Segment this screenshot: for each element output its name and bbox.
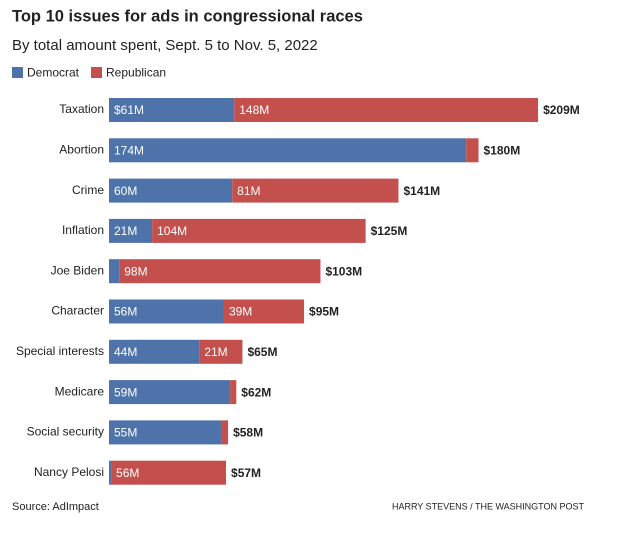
bar-segment <box>234 98 539 122</box>
bar-segment <box>199 339 243 364</box>
value-label: 21M <box>114 224 137 238</box>
bar-segment <box>109 138 467 163</box>
total-label: $95M <box>309 305 339 319</box>
bar-segment <box>466 138 479 163</box>
value-label: 148M <box>239 103 269 117</box>
value-label: 44M <box>114 345 137 359</box>
bar-segment <box>109 218 153 243</box>
bar-segment <box>109 460 112 485</box>
category-label: Inflation <box>62 223 104 237</box>
chart-subtitle: By total amount spent, Sept. 5 to Nov. 5… <box>12 37 318 54</box>
value-label: 55M <box>114 426 137 440</box>
value-label: 21M <box>204 345 227 359</box>
category-label: Joe Biden <box>51 263 104 277</box>
value-label: $61M <box>114 103 144 117</box>
bar-segment <box>109 380 231 405</box>
legend-label: Democrat <box>27 66 80 80</box>
bar-segment <box>109 299 224 324</box>
category-label: Taxation <box>59 102 104 116</box>
category-label: Social security <box>27 425 104 439</box>
bar-segment <box>109 178 233 203</box>
total-label: $58M <box>233 426 263 440</box>
total-label: $57M <box>231 466 261 480</box>
source: Source: AdImpact <box>12 501 99 513</box>
category-label: Special interests <box>16 344 104 358</box>
bar-segment <box>111 460 227 485</box>
legend-swatch <box>91 67 103 78</box>
value-label: 56M <box>116 466 139 480</box>
value-label: 59M <box>114 385 137 399</box>
category-label: Medicare <box>55 384 105 398</box>
total-label: $209M <box>543 103 580 117</box>
bar-segment <box>109 98 235 122</box>
value-label: 98M <box>124 264 147 278</box>
value-label: 56M <box>114 305 137 319</box>
credit: HARRY STEVENS / THE WASHINGTON POST <box>392 501 585 511</box>
bar-segment <box>232 178 399 203</box>
total-label: $180M <box>484 143 521 157</box>
value-label: 39M <box>229 305 252 319</box>
total-label: $62M <box>241 385 271 399</box>
bar-segment <box>109 259 120 284</box>
bar-segment <box>223 299 305 324</box>
bar-segment <box>152 218 366 243</box>
category-label: Character <box>51 304 104 318</box>
category-label: Nancy Pelosi <box>34 465 104 479</box>
bar-segment <box>109 339 200 364</box>
total-label: $65M <box>247 345 277 359</box>
total-label: $125M <box>371 224 408 238</box>
category-label: Crime <box>72 183 104 197</box>
bar-segment <box>119 259 321 284</box>
value-label: 60M <box>114 184 137 198</box>
value-label: 81M <box>237 184 260 198</box>
total-label: $103M <box>325 264 362 278</box>
value-label: 174M <box>114 143 144 157</box>
bar-segment <box>221 420 229 445</box>
bar-segment <box>230 380 237 405</box>
legend-swatch <box>12 67 23 78</box>
value-label: 104M <box>157 224 187 238</box>
legend-label: Republican <box>106 66 166 80</box>
chart-title: Top 10 issues for ads in congressional r… <box>12 7 363 25</box>
bar-segment <box>109 420 222 445</box>
total-label: $141M <box>403 184 440 198</box>
category-label: Abortion <box>59 142 104 156</box>
